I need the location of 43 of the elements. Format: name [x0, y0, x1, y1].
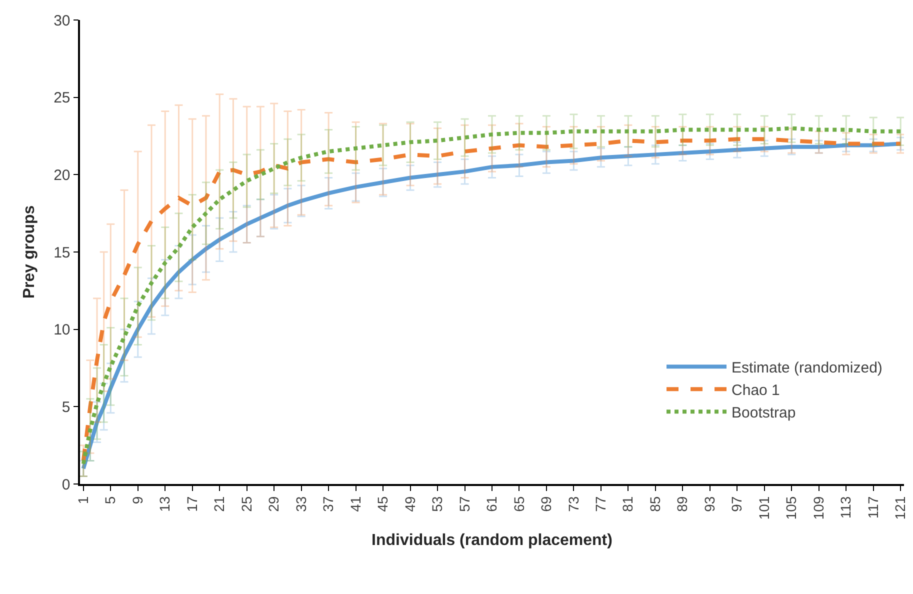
y-tick-label: 15 [54, 244, 70, 262]
x-tick-label: 61 [484, 496, 500, 512]
legend-label: Chao 1 [732, 382, 780, 399]
x-tick-label: 57 [456, 496, 472, 512]
x-tick-label: 117 [864, 496, 881, 519]
y-tick-label: 0 [62, 476, 70, 494]
x-tick-label: 33 [292, 496, 309, 512]
x-tick-label: 121 [892, 496, 908, 520]
x-tick-label: 73 [565, 496, 582, 512]
x-tick-label: 97 [728, 496, 745, 512]
x-tick-label: 41 [347, 496, 364, 512]
legend-label: Bootstrap [732, 404, 796, 422]
x-axis-title: Individuals (random placement) [372, 532, 612, 549]
x-tick-label: 81 [620, 496, 636, 512]
y-axis-title: Prey groups [20, 205, 38, 299]
x-tick-label: 13 [156, 496, 173, 512]
y-tick-label: 25 [54, 90, 70, 107]
x-tick-label: 49 [402, 496, 418, 512]
x-tick-label: 109 [810, 496, 826, 520]
x-tick-label: 93 [701, 496, 718, 512]
x-tick-label: 65 [510, 496, 527, 512]
x-tick-label: 89 [674, 496, 690, 512]
x-tick-label: 1 [74, 496, 91, 504]
x-tick-label: 29 [266, 496, 282, 512]
x-tick-label: 85 [646, 496, 663, 512]
x-tick-label: 9 [129, 496, 146, 504]
x-tick-label: 17 [184, 496, 200, 512]
x-tick-label: 69 [538, 496, 554, 512]
y-tick-label: 5 [62, 398, 70, 416]
legend-label: Estimate (randomized) [732, 359, 882, 376]
x-tick-label: 53 [429, 496, 446, 512]
x-tick-label: 45 [374, 496, 391, 512]
y-tick-label: 20 [54, 166, 70, 184]
x-tick-label: 5 [102, 496, 118, 504]
x-tick-label: 25 [238, 496, 254, 512]
x-tick-label: 101 [756, 496, 772, 520]
x-tick-label: 21 [211, 496, 228, 512]
x-tick-label: 37 [320, 496, 336, 512]
x-tick-label: 77 [592, 496, 609, 512]
y-tick-label: 30 [54, 12, 70, 30]
x-tick-label: 113 [838, 496, 854, 519]
x-tick-label: 105 [783, 496, 800, 520]
y-tick-label: 10 [54, 322, 70, 339]
